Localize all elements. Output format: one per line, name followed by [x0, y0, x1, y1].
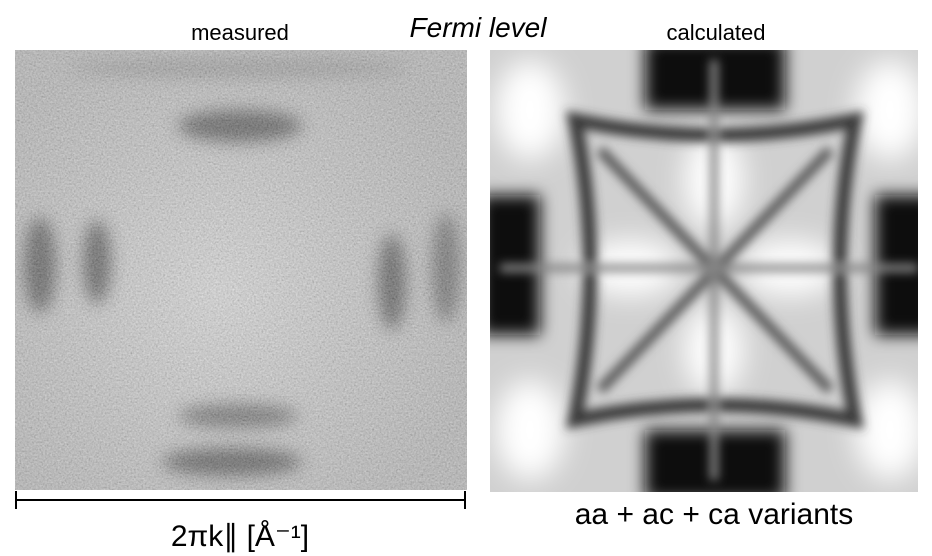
title: Fermi level	[410, 12, 548, 43]
calculated-image	[480, 40, 932, 500]
right-caption: aa + ac + ca variants	[575, 498, 854, 531]
measured-image	[15, 50, 467, 490]
left-label: measured	[191, 20, 289, 45]
right-label: calculated	[666, 20, 765, 45]
axis-label: 2πk∥ [Å⁻¹]	[171, 520, 309, 553]
scale-bar	[15, 491, 466, 509]
figure: measured Fermi level calculated 2πk∥ [Å⁻…	[0, 0, 932, 556]
